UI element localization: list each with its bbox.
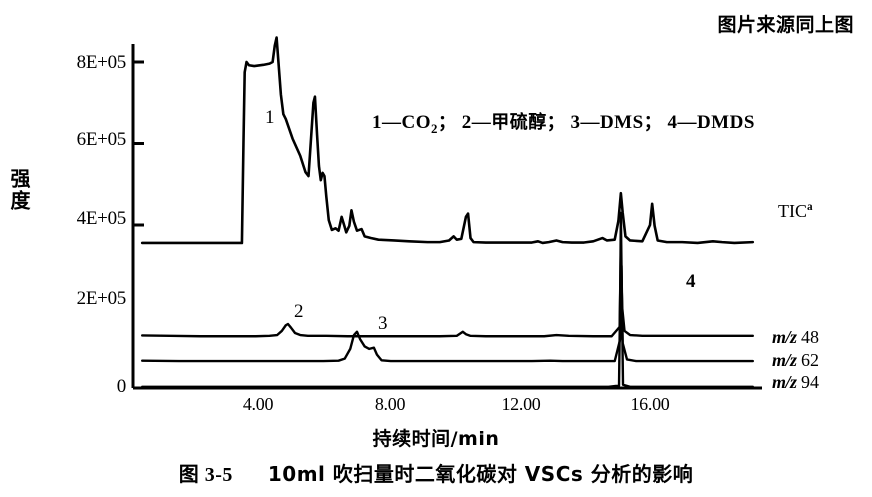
legend-num-4: 4 [667, 112, 678, 133]
y-tick-marks [132, 60, 144, 227]
peak-annotation-1: 1 [265, 107, 275, 128]
trace-label-tic-footnote: a [807, 201, 813, 213]
y-tick-label-0: 0 [116, 376, 127, 397]
figure-caption-text: 10ml 吹扫量时二氧化碳对 VSCs 分析的影响 [267, 462, 694, 486]
mz-prefix-94: m/z [772, 372, 797, 392]
axes-group [131, 44, 762, 390]
legend-name-2: 甲硫醇 [491, 112, 547, 133]
mz-prefix-62: m/z [772, 350, 797, 370]
x-axis-title: 持续时间/min [372, 428, 500, 450]
legend-name-1: CO [401, 112, 431, 133]
traces-group [140, 36, 755, 388]
legend-entry-1: 1—CO2； [372, 112, 457, 136]
legend-dash-2: — [471, 112, 492, 133]
y-tick-label-8e05: 8E+05 [76, 52, 127, 73]
y-tick-label-4e05: 4E+05 [76, 208, 127, 229]
trace-tic [140, 36, 755, 245]
y-tick-label-6e05: 6E+05 [76, 129, 127, 150]
trace-m-z-94 [141, 211, 754, 388]
y-axis-title: 强度 [7, 168, 31, 212]
legend-sep-1: ； [437, 112, 457, 133]
mz-prefix-48: m/z [772, 327, 797, 347]
trace-label-tic: TICa [778, 201, 813, 221]
legend-entry-3: 3—DMS； [570, 112, 662, 133]
legend-num-3: 3 [570, 112, 581, 133]
trace-label-tic-text: TIC [778, 201, 807, 221]
trace-label-mz48: m/z 48 [772, 328, 819, 346]
legend-num-1: 1 [372, 112, 382, 133]
legend-name-4: DMDS [696, 112, 755, 133]
legend-sep-2: ； [546, 112, 566, 133]
mz-value-48: 48 [801, 327, 820, 347]
x-tick-label-16: 16.00 [630, 394, 670, 414]
trace-label-mz94: m/z 94 [772, 373, 819, 391]
mz-value-62: 62 [801, 350, 820, 370]
mz-value-94: 94 [801, 372, 820, 392]
figure-caption: 图 3-5 10ml 吹扫量时二氧化碳对 VSCs 分析的影响 [0, 458, 872, 487]
peak-annotation-3: 3 [378, 313, 388, 334]
legend-dash-3: — [580, 112, 600, 133]
legend-entry-2: 2—甲硫醇； [462, 112, 566, 133]
trace-m-z-62 [141, 264, 754, 363]
trace-label-mz62: m/z 62 [772, 351, 819, 369]
legend-dash-1: — [382, 112, 402, 133]
legend-dash-4: — [677, 112, 697, 133]
peak-annotation-4: 4 [686, 271, 696, 292]
trace-m-z-48 [141, 243, 754, 338]
legend-sep-3: ； [643, 112, 663, 133]
x-tick-label-8: 8.00 [374, 394, 406, 414]
compound-legend: 1—CO2； 2—甲硫醇； 3—DMS； 4—DMDS [372, 108, 755, 137]
legend-entry-4: 4—DMDS [667, 112, 754, 133]
figure-caption-number: 图 3-5 [178, 464, 233, 486]
x-tick-label-12: 12.00 [501, 394, 541, 414]
legend-sub-1: 2 [431, 120, 438, 136]
peak-annotation-2: 2 [294, 301, 304, 322]
x-tick-label-4: 4.00 [242, 394, 274, 414]
source-note: 图片来源同上图 [717, 14, 854, 36]
y-tick-label-2e05: 2E+05 [76, 288, 127, 309]
legend-name-3: DMS [599, 112, 644, 133]
legend-num-2: 2 [461, 112, 472, 133]
